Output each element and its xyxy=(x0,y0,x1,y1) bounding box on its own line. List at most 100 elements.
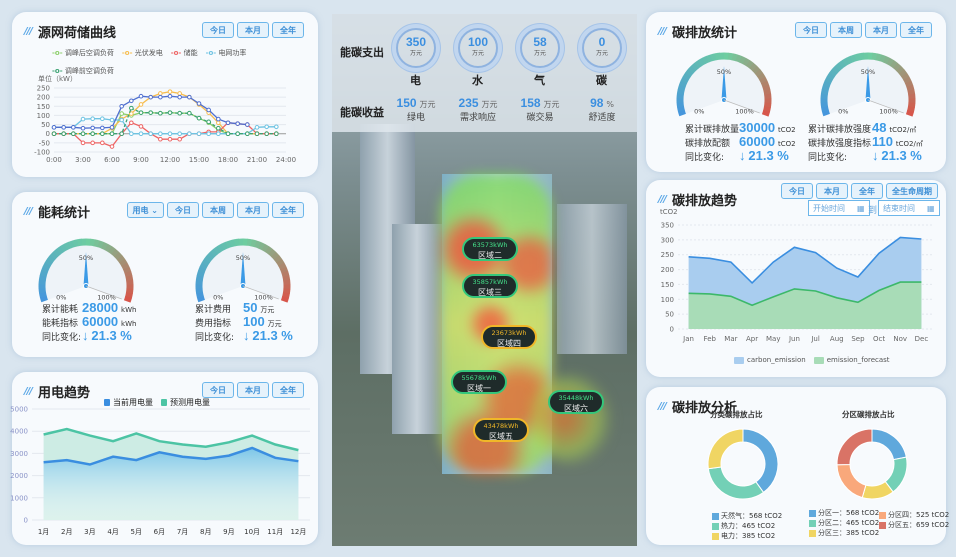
data-point xyxy=(216,116,221,122)
donut-legend-item[interactable]: 分区一：568 tCO2 xyxy=(809,508,879,518)
legend-item[interactable]: -o- 电网功率 xyxy=(206,48,247,58)
time-filter: 今日 本月 全年 全生命周期 xyxy=(781,183,938,199)
tick-label: -50 xyxy=(39,139,50,147)
donut-legend-item[interactable]: 分区四：525 tCO2 xyxy=(879,510,949,520)
to-label: 到 xyxy=(868,206,878,216)
donut-legend-item[interactable]: 分区五：659 tCO2 xyxy=(879,520,949,530)
legend-item[interactable]: 预测用电量 xyxy=(161,397,210,408)
donut-legend-item[interactable]: 电力：385 tCO2 xyxy=(712,531,775,541)
donut-legend-item[interactable]: 热力：465 tCO2 xyxy=(712,521,775,531)
arrow-down-icon: ↓ xyxy=(872,148,879,163)
stat-label: 累计费用 xyxy=(195,305,232,315)
filter-button[interactable]: 今日 xyxy=(795,22,827,38)
panel-title: /// 能耗统计 xyxy=(24,202,90,221)
stat-row: 累计碳排放强度48 tCO2/㎡ xyxy=(808,120,916,135)
zone-label[interactable]: 23673kWh 区域四 xyxy=(481,325,537,349)
legend-unit: tCO2 xyxy=(931,511,950,519)
filter-button[interactable]: 本月 xyxy=(816,183,848,199)
end-date-input[interactable]: 结束时间 ▦ xyxy=(878,200,940,216)
time-filter: 用电 ⌄ 今日 本周 本月 全年 xyxy=(126,202,304,218)
zone-label[interactable]: 35857kWh 区域三 xyxy=(462,274,518,298)
series-line xyxy=(54,107,277,135)
filter-button[interactable]: 今日 xyxy=(781,183,813,199)
chart-legend: carbon_emission emission_forecast xyxy=(734,356,890,364)
data-point xyxy=(254,131,260,137)
legend-item[interactable]: 当前用电量 xyxy=(104,397,153,408)
legend-marker-icon: -o- xyxy=(52,67,63,75)
stat-value: 110 xyxy=(872,134,893,149)
filter-button[interactable]: 本月 xyxy=(237,202,269,218)
legend-swatch xyxy=(161,399,167,406)
filter-button[interactable]: 本月 xyxy=(237,22,269,38)
legend-swatch xyxy=(809,529,816,537)
change-row: 同比变化: ↓ 21.3 % xyxy=(195,328,293,343)
zone-label[interactable]: 35448kWh 区域六 xyxy=(548,390,604,414)
panel-title: /// 碳排放分析 xyxy=(658,397,737,416)
filter-button[interactable]: 本月 xyxy=(865,22,897,38)
legend-swatch xyxy=(712,522,719,530)
stat-label: 费用指标 xyxy=(195,319,232,329)
data-point xyxy=(80,125,86,131)
legend-unit: tCO2 xyxy=(764,512,783,520)
filter-button[interactable]: 全年 xyxy=(900,22,932,38)
energy-type-select[interactable]: 用电 ⌄ xyxy=(126,202,164,218)
tick-label: 200 xyxy=(37,94,50,102)
data-point xyxy=(187,110,192,116)
data-point xyxy=(80,140,86,146)
data-point xyxy=(264,124,269,130)
data-point xyxy=(206,107,211,113)
stat-unit: tCO2/㎡ xyxy=(889,126,917,134)
data-point xyxy=(138,110,144,115)
data-point xyxy=(100,116,105,122)
filter-button[interactable]: 全年 xyxy=(272,22,304,38)
income-unit: 万元 xyxy=(419,100,436,109)
filter-button[interactable]: 本月 xyxy=(237,382,269,398)
filter-button[interactable]: 今日 xyxy=(202,22,234,38)
filter-button[interactable]: 本周 xyxy=(202,202,234,218)
legend-marker-icon: -o- xyxy=(52,49,63,57)
zone-label[interactable]: 43478kWh 区域五 xyxy=(473,418,529,442)
filter-button[interactable]: 今日 xyxy=(202,382,234,398)
stat-unit: 万元 xyxy=(260,306,275,314)
legend-item[interactable]: -o- 调峰前空调负荷 xyxy=(52,66,114,76)
legend-marker-icon: -o- xyxy=(170,49,182,57)
filter-button[interactable]: 本周 xyxy=(830,22,862,38)
data-point xyxy=(100,131,105,137)
donut-legend-item[interactable]: 分区三：385 tCO2 xyxy=(809,528,879,538)
legend-item[interactable]: emission_forecast xyxy=(813,356,890,364)
start-date-input[interactable]: 开始时间 ▦ xyxy=(808,200,870,216)
zone-label[interactable]: 63573kWh 区域二 xyxy=(462,237,518,261)
building-left-tower-2 xyxy=(392,224,442,434)
zone-name: 区域一 xyxy=(467,384,491,393)
filter-button[interactable]: 全生命周期 xyxy=(886,183,938,199)
donut-legend-item[interactable]: 分区二：465 tCO2 xyxy=(809,518,879,528)
carbon-analysis-panel: /// 碳排放分析 分类碳排放占比 分区碳排放占比 天然气：568 tCO2 热力：… xyxy=(646,387,949,545)
tick-label: 9:00 xyxy=(133,156,149,164)
filter-button[interactable]: 全年 xyxy=(272,202,304,218)
legend-swatch xyxy=(813,356,824,364)
legend-item[interactable]: carbon_emission xyxy=(734,356,806,364)
data-point xyxy=(148,94,153,100)
filter-button[interactable]: 全年 xyxy=(851,183,883,199)
legend-unit: tCO2 xyxy=(861,509,880,517)
legend-item[interactable]: -o- 光伏发电 xyxy=(122,48,163,58)
legend-label: 电网功率 xyxy=(218,49,247,57)
filter-button[interactable]: 今日 xyxy=(167,202,199,218)
legend-item[interactable]: -o- 储能 xyxy=(171,48,198,58)
data-point xyxy=(148,110,153,115)
legend-item[interactable]: -o- 调峰后空调负荷 xyxy=(52,48,114,58)
legend-label: 分区二 xyxy=(818,519,839,527)
zone-label[interactable]: 55678kWh 区域一 xyxy=(451,370,507,394)
y-axis-unit: tCO2 xyxy=(660,208,678,216)
stat-label: 同比变化: xyxy=(685,153,725,163)
expense-ring: 350 万元 xyxy=(396,28,436,68)
data-point xyxy=(196,101,202,106)
tick-label: 150 xyxy=(37,103,50,111)
expense-unit: 万元 xyxy=(595,50,608,57)
filter-button[interactable]: 全年 xyxy=(272,382,304,398)
donut-legend-item[interactable]: 天然气：568 tCO2 xyxy=(712,511,782,521)
data-point xyxy=(254,125,260,130)
legend-value: 659 xyxy=(916,521,930,529)
data-point xyxy=(90,125,95,131)
legend-swatch xyxy=(879,521,886,529)
